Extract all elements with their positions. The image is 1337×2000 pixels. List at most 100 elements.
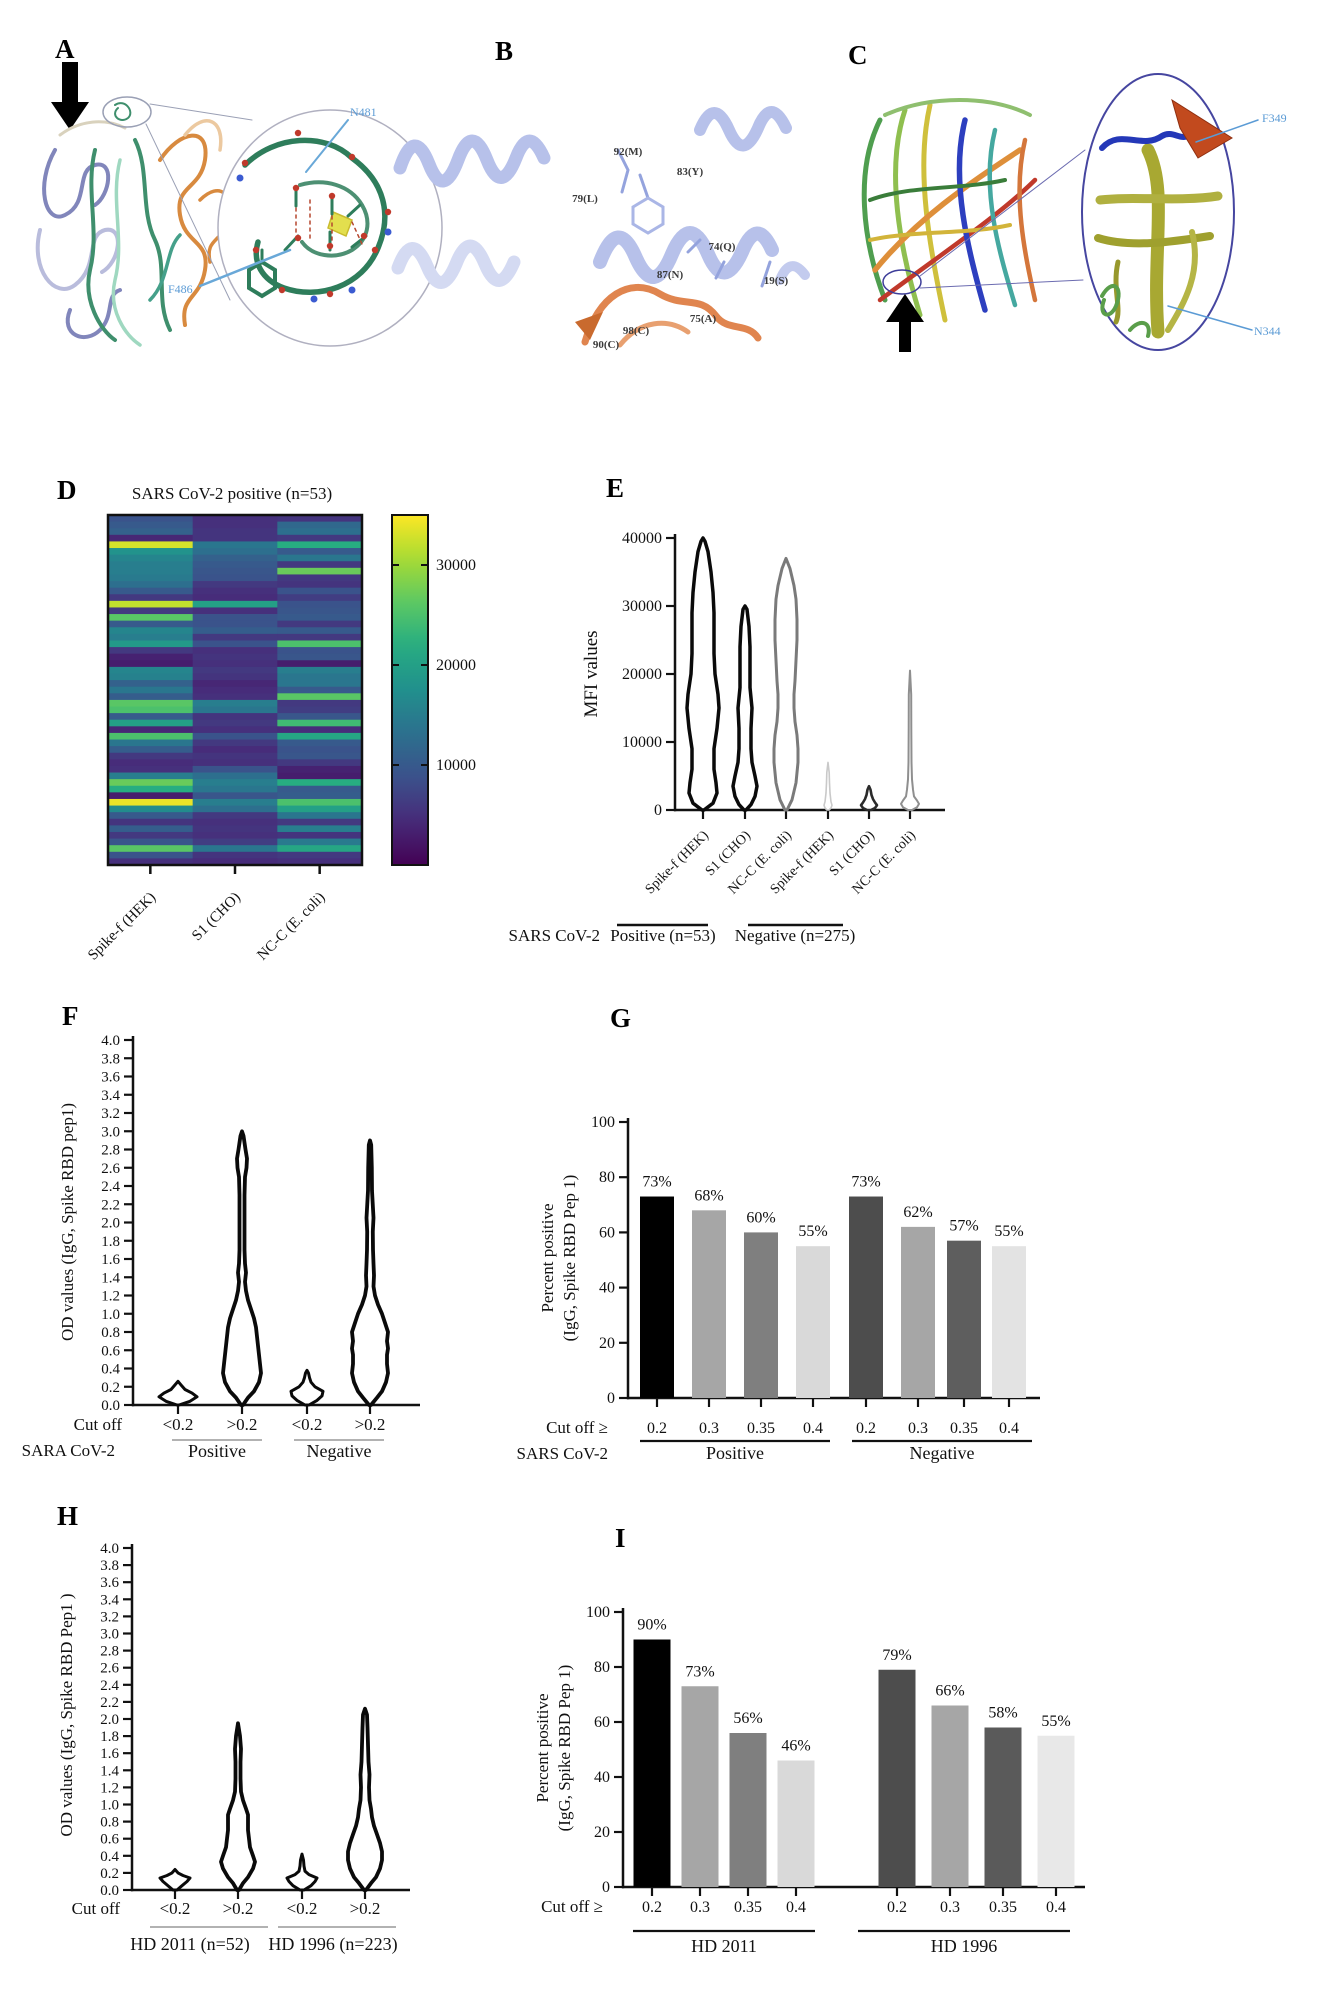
svg-text:3.4: 3.4 — [101, 1088, 120, 1104]
svg-text:3.4: 3.4 — [100, 1592, 119, 1608]
svg-text:HD 1996 (n=223): HD 1996 (n=223) — [268, 1934, 397, 1955]
svg-text:Positive: Positive — [188, 1441, 246, 1461]
svg-text:3.2: 3.2 — [101, 1106, 120, 1122]
structure-annotation: N481 — [350, 105, 377, 119]
svg-text:10000: 10000 — [436, 757, 476, 774]
svg-text:58%: 58% — [988, 1705, 1017, 1722]
svg-text:66%: 66% — [935, 1683, 964, 1700]
svg-text:2.2: 2.2 — [101, 1197, 120, 1213]
down-arrow-icon — [51, 62, 89, 130]
annotation-labels-layer: 92(M) 83(Y) 79(L) 74(Q) 87(N) 19(S) 75(A) 98(C)… — [168, 105, 1287, 351]
panel-i-bar-chart-bar-7 — [1037, 1735, 1075, 1887]
panel-b-structure-art — [391, 106, 810, 348]
panel-a-label: A — [55, 34, 75, 64]
svg-text:1.6: 1.6 — [101, 1252, 120, 1268]
residue-label: 74(Q) — [709, 241, 736, 253]
svg-text:80: 80 — [594, 1659, 610, 1676]
svg-text:1.8: 1.8 — [100, 1729, 119, 1745]
panel-h-violin-chart-violin-1 — [219, 1721, 257, 1892]
svg-text:30000: 30000 — [622, 598, 662, 615]
residue-label: 90(C) — [593, 339, 620, 351]
structure-annotation: N344 — [1254, 324, 1281, 338]
svg-text:Negative: Negative — [910, 1443, 975, 1463]
panel-d-label: D — [57, 475, 77, 505]
panel-h-violin-chart-violin-0 — [158, 1868, 192, 1892]
svg-text:0.8: 0.8 — [100, 1815, 119, 1831]
svg-text:56%: 56% — [733, 1710, 762, 1727]
svg-text:0.4: 0.4 — [100, 1849, 119, 1865]
svg-text:Cut off ≥: Cut off ≥ — [541, 1897, 603, 1916]
svg-text:20000: 20000 — [622, 666, 662, 683]
svg-text:1.4: 1.4 — [101, 1270, 120, 1286]
svg-text:0.2: 0.2 — [887, 1899, 907, 1916]
svg-text:100: 100 — [586, 1604, 610, 1621]
svg-text:3.6: 3.6 — [101, 1070, 120, 1086]
panel-i-bar-chart: 0 20 40 60 80 100 Percent positive (IgG, Spike … — [533, 1604, 1085, 1956]
svg-text:0.35: 0.35 — [989, 1899, 1017, 1916]
svg-text:0.6: 0.6 — [100, 1832, 119, 1848]
svg-text:30000: 30000 — [436, 557, 476, 574]
panel-e-violin-chart-violin-2 — [772, 556, 800, 812]
svg-text:3.0: 3.0 — [100, 1627, 119, 1643]
svg-text:0.8: 0.8 — [101, 1325, 120, 1341]
svg-text:0.4: 0.4 — [786, 1899, 806, 1916]
svg-text:0.3: 0.3 — [940, 1899, 960, 1916]
svg-text:(IgG, Spike RBD Pep 1): (IgG, Spike RBD Pep 1) — [555, 1665, 574, 1832]
svg-text:0.2: 0.2 — [100, 1866, 119, 1882]
svg-text:1.2: 1.2 — [100, 1780, 119, 1796]
svg-text:NC-C (E. coli): NC-C (E. coli) — [254, 890, 328, 964]
svg-text:SARS CoV-2: SARS CoV-2 — [509, 926, 601, 945]
panel-i-bar-chart-bar-1 — [681, 1686, 719, 1887]
panel-c-inset-ellipse — [1081, 73, 1259, 351]
residue-label: 92(M) — [614, 146, 643, 158]
svg-text:MFI values: MFI values — [581, 630, 602, 717]
svg-text:1.4: 1.4 — [100, 1763, 119, 1779]
residue-label: 87(N) — [657, 269, 684, 281]
svg-text:Spike-f (HEK): Spike-f (HEK) — [643, 828, 712, 897]
panel-c-label: C — [848, 40, 868, 70]
svg-text:60: 60 — [594, 1714, 610, 1731]
svg-text:>0.2: >0.2 — [355, 1415, 386, 1434]
svg-text:0.0: 0.0 — [100, 1883, 119, 1899]
svg-text:0.3: 0.3 — [908, 1420, 928, 1437]
svg-text:2.2: 2.2 — [100, 1695, 119, 1711]
residue-label: 19(S) — [764, 275, 789, 287]
panel-i-bar-chart-bar-2 — [729, 1733, 767, 1887]
svg-text:60: 60 — [599, 1224, 615, 1241]
panel-i-label: I — [615, 1523, 626, 1553]
structure-annotation: F486 — [168, 282, 193, 296]
panel-f-violin-chart-violin-3 — [350, 1138, 390, 1407]
svg-text:2.8: 2.8 — [100, 1644, 119, 1660]
svg-text:Cut off: Cut off — [72, 1899, 121, 1918]
svg-text:<0.2: <0.2 — [292, 1415, 323, 1434]
svg-text:20: 20 — [594, 1824, 610, 1841]
svg-text:55%: 55% — [798, 1223, 827, 1240]
svg-text:0: 0 — [602, 1879, 610, 1896]
svg-text:0: 0 — [607, 1390, 615, 1407]
panel-h-violin-chart-violin-2 — [285, 1852, 319, 1892]
panel-g-bar-chart-bar-4 — [849, 1196, 883, 1398]
svg-text:>0.2: >0.2 — [223, 1899, 254, 1918]
svg-text:73%: 73% — [851, 1174, 880, 1191]
panel-e-label: E — [606, 473, 625, 503]
svg-text:2.4: 2.4 — [101, 1179, 120, 1195]
svg-text:4.0: 4.0 — [100, 1541, 119, 1557]
svg-text:OD values (IgG, Spike RBD pep1: OD values (IgG, Spike RBD pep1) — [58, 1103, 77, 1341]
svg-text:3.0: 3.0 — [101, 1124, 120, 1140]
svg-text:>0.2: >0.2 — [227, 1415, 258, 1434]
svg-text:<0.2: <0.2 — [163, 1415, 194, 1434]
svg-text:55%: 55% — [1041, 1713, 1070, 1730]
up-arrow-icon — [886, 294, 924, 352]
svg-text:SARS CoV-2 positive (n=53): SARS CoV-2 positive (n=53) — [132, 484, 332, 503]
svg-text:3.8: 3.8 — [101, 1051, 120, 1067]
panel-a-structure-art — [35, 96, 253, 347]
svg-text:60%: 60% — [746, 1209, 775, 1226]
svg-text:68%: 68% — [694, 1187, 723, 1204]
svg-text:62%: 62% — [903, 1204, 932, 1221]
panel-g-bar-chart-bar-1 — [692, 1210, 726, 1398]
svg-text:OD values (IgG, Spike RBD Pep1: OD values (IgG, Spike RBD Pep1 ) — [57, 1593, 76, 1836]
panel-e-violin-chart-violin-4 — [859, 784, 879, 812]
svg-text:(IgG, Spike RBD Pep 1): (IgG, Spike RBD Pep 1) — [560, 1175, 579, 1342]
svg-text:46%: 46% — [781, 1738, 810, 1755]
